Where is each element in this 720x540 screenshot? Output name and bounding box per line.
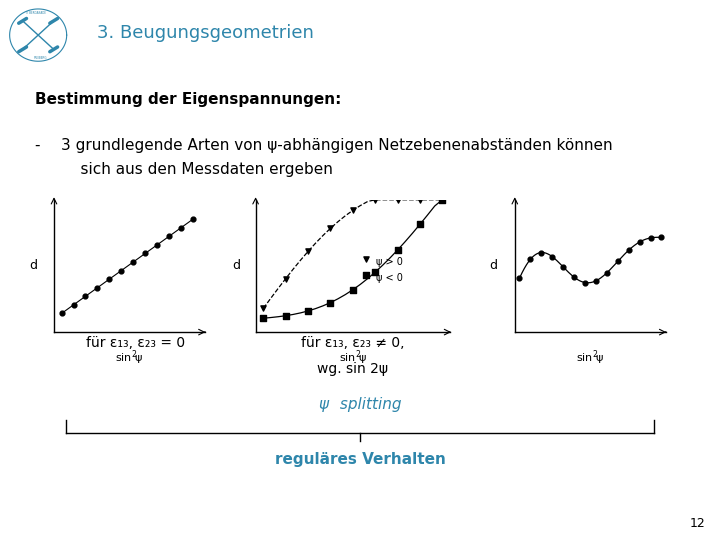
Point <box>392 195 403 204</box>
Point <box>280 312 292 320</box>
Point <box>104 275 115 284</box>
Text: ψ   splitting: ψ splitting <box>319 397 401 412</box>
Point <box>151 240 163 249</box>
Point <box>163 232 175 240</box>
Text: für ε₁₃, ε₂₃ = 0: für ε₁₃, ε₂₃ = 0 <box>86 336 185 350</box>
Point <box>91 284 103 292</box>
Point <box>302 247 314 256</box>
Point <box>127 258 139 266</box>
Point <box>325 224 336 233</box>
Text: 12: 12 <box>690 517 706 530</box>
Text: sich aus den Messdaten ergeben: sich aus den Messdaten ergeben <box>61 162 333 177</box>
Text: ψ < 0: ψ < 0 <box>376 273 403 283</box>
Text: wg. sin 2ψ: wg. sin 2ψ <box>318 362 388 376</box>
Point <box>645 234 657 242</box>
Text: 3. Beugungsgeometrien: 3. Beugungsgeometrien <box>97 24 314 42</box>
Point <box>116 266 127 275</box>
Point <box>612 257 624 266</box>
Point <box>579 278 590 287</box>
Point <box>258 314 269 322</box>
Point <box>369 195 381 204</box>
Point <box>302 307 314 315</box>
Point <box>280 274 292 283</box>
Point <box>436 195 448 204</box>
Point <box>361 255 372 264</box>
Point <box>590 276 602 285</box>
Text: FREIBERG: FREIBERG <box>34 56 47 59</box>
Point <box>361 271 372 280</box>
Text: $\mathrm{sin^2\!\psi}$: $\mathrm{sin^2\!\psi}$ <box>115 348 144 367</box>
Point <box>140 249 151 258</box>
Point <box>369 268 381 276</box>
Point <box>634 238 645 246</box>
Point <box>546 252 558 261</box>
Point <box>601 268 613 277</box>
Point <box>623 246 634 254</box>
Point <box>325 298 336 307</box>
Text: -: - <box>35 138 40 153</box>
Point <box>392 246 403 254</box>
Point <box>187 215 199 224</box>
Point <box>176 224 187 232</box>
Text: d: d <box>232 259 240 273</box>
Point <box>536 248 547 257</box>
Point <box>436 195 448 204</box>
Text: ψ > 0: ψ > 0 <box>376 257 403 267</box>
Point <box>414 220 426 229</box>
Point <box>524 255 536 264</box>
Point <box>568 273 580 281</box>
Point <box>347 206 359 215</box>
Text: d: d <box>490 259 498 273</box>
Text: für ε₁₃, ε₂₃ ≠ 0,: für ε₁₃, ε₂₃ ≠ 0, <box>301 336 405 350</box>
Point <box>557 262 569 271</box>
Text: d: d <box>29 259 37 273</box>
Point <box>347 286 359 294</box>
Point <box>56 309 68 318</box>
Text: 3 grundlegende Arten von ψ-abhängigen Netzebenenabständen können: 3 grundlegende Arten von ψ-abhängigen Ne… <box>61 138 613 153</box>
Text: Bestimmung der Eigenspannungen:: Bestimmung der Eigenspannungen: <box>35 92 341 107</box>
Text: $\mathrm{sin^2\!\psi}$: $\mathrm{sin^2\!\psi}$ <box>576 348 605 367</box>
Text: III BERGAKADE: III BERGAKADE <box>26 11 46 15</box>
Point <box>68 301 79 309</box>
Point <box>513 274 525 283</box>
Point <box>656 233 667 242</box>
Point <box>258 304 269 313</box>
Text: $\mathrm{sin^2\!\psi}$: $\mathrm{sin^2\!\psi}$ <box>338 348 367 367</box>
Point <box>80 292 91 301</box>
Text: reguläres Verhalten: reguläres Verhalten <box>274 452 446 467</box>
Point <box>414 195 426 204</box>
